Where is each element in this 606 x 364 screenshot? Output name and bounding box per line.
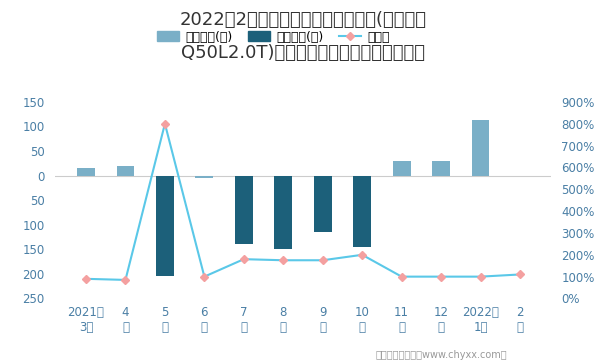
Text: 制图：智研咨询（www.chyxx.com）: 制图：智研咨询（www.chyxx.com） bbox=[376, 351, 507, 360]
产销率 bbox=[82, 277, 90, 281]
产销率 bbox=[161, 122, 168, 126]
Text: 2022年2月英菲尼迪旗下最畅销轿车(英菲尼迪: 2022年2月英菲尼迪旗下最畅销轿车(英菲尼迪 bbox=[179, 11, 427, 29]
Bar bbox=[432, 161, 450, 176]
Bar bbox=[275, 176, 292, 249]
产销率 bbox=[319, 258, 327, 262]
Legend: 积压库存(辆), 清仓库存(辆), 产销率: 积压库存(辆), 清仓库存(辆), 产销率 bbox=[152, 25, 395, 49]
Bar bbox=[314, 176, 331, 232]
产销率 bbox=[398, 274, 405, 279]
产销率 bbox=[438, 274, 445, 279]
产销率 bbox=[359, 253, 366, 257]
产销率 bbox=[516, 272, 524, 277]
Line: 产销率: 产销率 bbox=[83, 120, 523, 283]
Bar bbox=[156, 176, 174, 276]
Text: Q50L2.0T)近一年库存情况及产销率统计图: Q50L2.0T)近一年库存情况及产销率统计图 bbox=[181, 44, 425, 62]
产销率 bbox=[122, 278, 129, 282]
Bar bbox=[393, 161, 410, 176]
Bar bbox=[235, 176, 253, 245]
产销率 bbox=[240, 257, 247, 261]
Bar bbox=[471, 120, 490, 176]
Bar bbox=[116, 166, 135, 176]
产销率 bbox=[279, 258, 287, 262]
Bar bbox=[196, 176, 213, 178]
Bar bbox=[77, 168, 95, 176]
产销率 bbox=[201, 274, 208, 279]
Bar bbox=[353, 176, 371, 247]
产销率 bbox=[477, 274, 484, 279]
